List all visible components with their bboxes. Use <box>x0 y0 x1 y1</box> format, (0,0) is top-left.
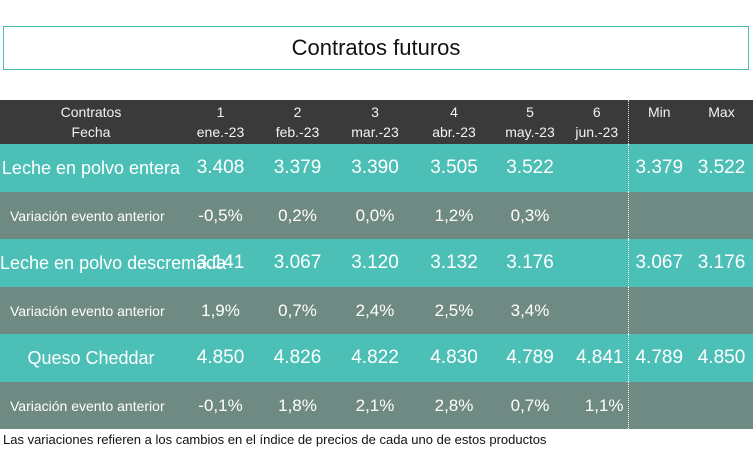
variation-label: Variación evento anterior <box>0 287 182 334</box>
value-cell <box>566 144 628 192</box>
max-cell <box>690 192 753 239</box>
header-num: 5 <box>526 104 534 120</box>
value-cell: 3.120 <box>336 239 414 287</box>
header-date: mar.-23 <box>351 124 399 140</box>
header-date: ene.-23 <box>196 124 245 140</box>
variation-cell <box>566 287 628 334</box>
header-date: jun.-23 <box>575 124 619 140</box>
variation-cell: 0,3% <box>494 192 566 239</box>
header-contratos-label: Contratos <box>60 104 122 120</box>
value-cell: 3.132 <box>414 239 494 287</box>
value-cell: 3.522 <box>494 144 566 192</box>
variation-cell: 1,1% <box>566 382 628 429</box>
min-cell: 3.379 <box>627 144 690 192</box>
value-cell: 3.505 <box>414 144 494 192</box>
product-name: Leche en polvo entera <box>0 144 182 192</box>
table-row-leche-entera: Leche en polvo entera 3.408 3.379 3.390 … <box>0 144 753 192</box>
variation-cell: 0,7% <box>259 287 336 334</box>
value-cell: 3.176 <box>494 239 566 287</box>
value-cell: 4.830 <box>414 334 494 382</box>
header-min: Min <box>627 100 690 144</box>
footnote: Las variaciones refieren a los cambios e… <box>3 432 547 447</box>
page-title: Contratos futuros <box>3 26 749 70</box>
header-date: may.-23 <box>505 124 555 140</box>
header-label-cell: Contratos Fecha <box>0 100 182 144</box>
variation-cell: -0,1% <box>182 382 259 429</box>
value-cell: 3.379 <box>259 144 336 192</box>
min-cell <box>627 382 690 429</box>
value-cell: 3.141 <box>182 239 259 287</box>
max-cell: 3.522 <box>690 144 753 192</box>
min-cell <box>627 192 690 239</box>
variation-cell: 0,7% <box>494 382 566 429</box>
max-cell <box>690 382 753 429</box>
table-row-variacion: Variación evento anterior -0,5% 0,2% 0,0… <box>0 192 753 239</box>
header-num: 1 <box>216 104 225 120</box>
value-cell: 3.067 <box>259 239 336 287</box>
header-col-4: 4 abr.-23 <box>414 100 494 144</box>
header-num: 4 <box>450 104 458 120</box>
min-cell <box>627 287 690 334</box>
variation-cell: 1,8% <box>259 382 336 429</box>
header-max: Max <box>690 100 753 144</box>
variation-cell: 0,0% <box>336 192 414 239</box>
header-col-6: 6 jun.-23 <box>566 100 628 144</box>
header-fecha-label: Fecha <box>71 124 111 140</box>
variation-cell: -0,5% <box>182 192 259 239</box>
variation-cell <box>566 192 628 239</box>
variation-cell: 1,2% <box>414 192 494 239</box>
value-cell: 3.408 <box>182 144 259 192</box>
value-cell: 4.789 <box>494 334 566 382</box>
variation-cell: 2,4% <box>336 287 414 334</box>
table-row-variacion: Variación evento anterior -0,1% 1,8% 2,1… <box>0 382 753 429</box>
variation-label: Variación evento anterior <box>0 192 182 239</box>
max-cell: 4.850 <box>690 334 753 382</box>
table-row-variacion: Variación evento anterior 1,9% 0,7% 2,4%… <box>0 287 753 334</box>
product-name: Queso Cheddar <box>0 334 182 382</box>
header-num: 3 <box>371 104 379 120</box>
header-num: 2 <box>293 104 302 120</box>
value-cell: 4.841 <box>566 334 628 382</box>
min-cell: 4.789 <box>627 334 690 382</box>
variation-cell: 1,9% <box>182 287 259 334</box>
header-date: abr.-23 <box>432 124 476 140</box>
header-col-3: 3 mar.-23 <box>336 100 414 144</box>
variation-cell: 3,4% <box>494 287 566 334</box>
variation-cell: 0,2% <box>259 192 336 239</box>
header-col-2: 2 feb.-23 <box>259 100 336 144</box>
variation-cell: 2,1% <box>336 382 414 429</box>
variation-cell: 2,5% <box>414 287 494 334</box>
value-cell <box>566 239 628 287</box>
value-cell: 4.822 <box>336 334 414 382</box>
variation-cell: 2,8% <box>414 382 494 429</box>
header-col-5: 5 may.-23 <box>494 100 566 144</box>
table-row-leche-descremada: Leche en polvo descremada 3.141 3.067 3.… <box>0 239 753 287</box>
value-cell: 4.826 <box>259 334 336 382</box>
table-row-queso-cheddar: Queso Cheddar 4.850 4.826 4.822 4.830 4.… <box>0 334 753 382</box>
header-date: feb.-23 <box>275 124 320 140</box>
header-num: 6 <box>592 104 601 120</box>
variation-label: Variación evento anterior <box>0 382 182 429</box>
page-title-text: Contratos futuros <box>291 35 461 60</box>
value-cell: 4.850 <box>182 334 259 382</box>
product-name: Leche en polvo descremada <box>0 239 226 287</box>
max-cell: 3.176 <box>690 239 753 287</box>
header-col-1: 1 ene.-23 <box>182 100 259 144</box>
value-cell: 3.390 <box>336 144 414 192</box>
futures-table: Contratos Fecha 1 ene.-23 2 feb.-23 3 mar.-… <box>0 100 753 429</box>
min-cell: 3.067 <box>627 239 690 287</box>
table-header-row: Contratos Fecha 1 ene.-23 2 feb.-23 3 mar.-… <box>0 100 753 144</box>
max-cell <box>690 287 753 334</box>
